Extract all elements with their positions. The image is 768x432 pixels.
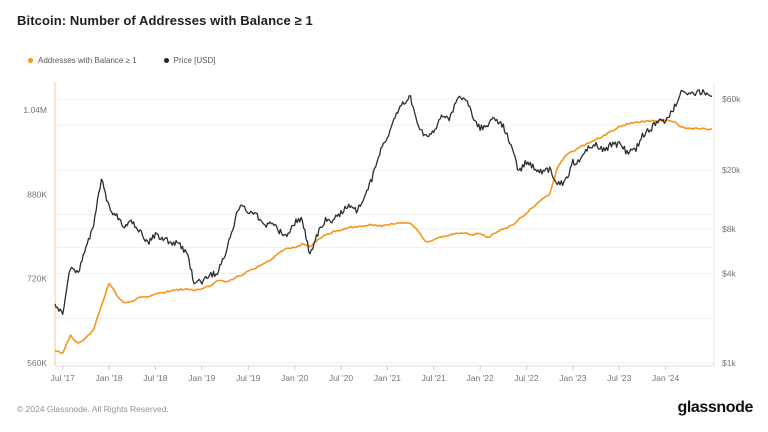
left-axis-label: 720K <box>27 274 47 284</box>
legend: Addresses with Balance ≥ 1 Price [USD] <box>28 56 215 65</box>
x-tick-label: Jul '18 <box>143 373 168 383</box>
right-axis-label: $1k <box>722 358 736 368</box>
x-tick-label: Jul '21 <box>422 373 447 383</box>
price-legend-dot-icon <box>163 58 169 63</box>
x-tick-label: Jan '22 <box>467 373 494 383</box>
chart-title: Bitcoin: Number of Addresses with Balanc… <box>17 13 313 28</box>
x-tick-label: Jul '17 <box>51 373 76 383</box>
right-axis-label: $4k <box>722 269 736 279</box>
left-axis-label: 560K <box>27 358 47 368</box>
price-line <box>54 89 713 316</box>
x-tick-label: Jul '23 <box>607 373 632 383</box>
right-axis-label: $8k <box>722 224 736 234</box>
price-legend-label: Price [USD] <box>173 56 216 65</box>
x-tick-label: Jan '20 <box>281 373 308 383</box>
right-axis-label: $60k <box>722 94 741 104</box>
footer-copyright: © 2024 Glassnode. All Rights Reserved. <box>17 404 169 414</box>
legend-item-addresses[interactable]: Addresses with Balance ≥ 1 <box>28 56 137 65</box>
x-tick-label: Jan '19 <box>188 373 215 383</box>
legend-item-price[interactable]: Price [USD] <box>163 56 216 65</box>
x-tick-label: Jan '21 <box>374 373 401 383</box>
left-axis-label: 880K <box>27 189 47 199</box>
x-tick-label: Jan '23 <box>559 373 586 383</box>
left-axis-label: 1.04M <box>23 105 47 115</box>
x-tick-label: Jul '20 <box>329 373 354 383</box>
x-tick-label: Jan '18 <box>96 373 123 383</box>
x-tick-label: Jul '19 <box>236 373 261 383</box>
glassnode-logo[interactable]: glassnode <box>677 399 753 416</box>
addresses-legend-dot-icon <box>28 58 33 63</box>
x-tick-label: Jan '24 <box>652 373 679 383</box>
x-tick-label: Jul '22 <box>514 373 539 383</box>
addresses-line <box>54 119 713 354</box>
addresses-legend-label: Addresses with Balance ≥ 1 <box>38 56 137 65</box>
right-axis-label: $20k <box>722 165 741 175</box>
